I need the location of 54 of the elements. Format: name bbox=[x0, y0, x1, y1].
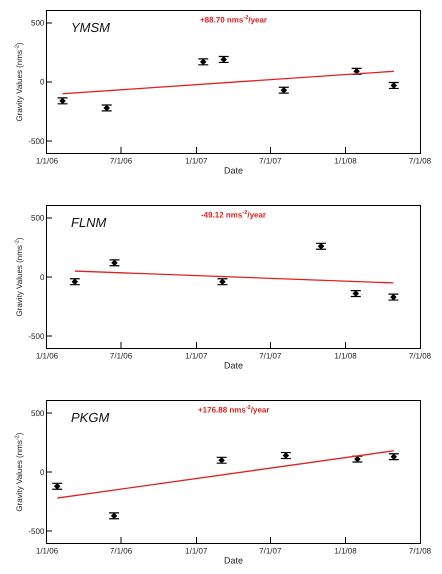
x-tick-label: 7/1/07 bbox=[259, 156, 282, 166]
x-tick-label: 7/1/06 bbox=[110, 156, 133, 166]
point bbox=[220, 56, 227, 63]
point bbox=[282, 452, 290, 459]
annotation: -49.12 nms$^{-2}$/year bbox=[201, 210, 266, 220]
annotation: +88.70 nms$^{-2}$/year bbox=[200, 15, 268, 24]
x-tick-label: 7/1/06 bbox=[110, 546, 133, 556]
y-tick-label: 500 bbox=[31, 408, 45, 418]
point bbox=[111, 260, 118, 266]
y-tick-label: 0 bbox=[40, 272, 45, 282]
x-tick-label: 7/1/06 bbox=[110, 352, 133, 361]
y-tick-label: 500 bbox=[31, 18, 45, 28]
x-tick-label: 7/1/07 bbox=[259, 352, 282, 361]
x-tick-label: 1/1/07 bbox=[185, 156, 208, 166]
x-tick-label: 1/1/08 bbox=[334, 352, 358, 361]
annotation: YMSM bbox=[71, 20, 110, 35]
point bbox=[280, 86, 288, 94]
annotation: FLNM bbox=[71, 215, 107, 230]
y-tick-label: -500 bbox=[28, 136, 45, 146]
point bbox=[218, 456, 225, 464]
y-tick-label: 500 bbox=[31, 214, 45, 223]
point bbox=[200, 58, 206, 66]
y-tick-label: -500 bbox=[28, 526, 45, 536]
x-tick-label: 1/1/08 bbox=[334, 546, 358, 556]
x-tick-label: 1/1/06 bbox=[36, 156, 59, 166]
point bbox=[72, 278, 78, 285]
point bbox=[103, 104, 110, 112]
point bbox=[219, 278, 226, 285]
point bbox=[318, 243, 324, 250]
point bbox=[390, 453, 398, 460]
x-axis-title: Date bbox=[224, 360, 244, 370]
x-tick-label: 1/1/06 bbox=[36, 352, 59, 361]
x-tick-label: 7/1/08 bbox=[408, 352, 432, 361]
point bbox=[110, 512, 118, 520]
x-tick-label: 7/1/07 bbox=[259, 546, 282, 556]
annotation: +176.88 nms$^{-2}$/year bbox=[198, 405, 270, 414]
point bbox=[54, 483, 60, 490]
point bbox=[354, 456, 361, 462]
x-tick-label: 1/1/07 bbox=[185, 546, 208, 556]
x-tick-label: 7/1/08 bbox=[408, 156, 432, 166]
x-tick-label: 1/1/08 bbox=[334, 156, 358, 166]
x-tick-label: 1/1/07 bbox=[185, 352, 208, 361]
x-tick-label: 7/1/08 bbox=[408, 546, 432, 556]
point bbox=[352, 290, 360, 297]
y-tick-label: -500 bbox=[28, 332, 45, 341]
point bbox=[390, 294, 397, 300]
annotation: PKGM bbox=[71, 410, 110, 425]
y-tick-label: 0 bbox=[40, 78, 45, 87]
y-tick-label: 0 bbox=[40, 468, 45, 477]
x-axis-title: Date bbox=[224, 165, 244, 176]
point bbox=[390, 82, 398, 89]
x-tick-label: 1/1/06 bbox=[36, 546, 59, 556]
point bbox=[59, 98, 66, 104]
x-axis-title: Date bbox=[224, 555, 244, 566]
